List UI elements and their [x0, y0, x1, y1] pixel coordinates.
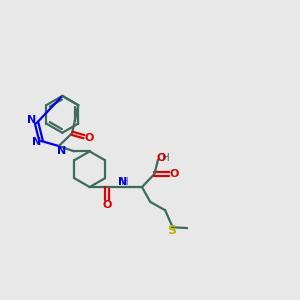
Text: N: N: [56, 146, 66, 156]
Text: N: N: [32, 137, 41, 147]
Text: H: H: [122, 177, 129, 187]
Text: N: N: [27, 115, 37, 125]
Text: S: S: [167, 224, 176, 237]
Text: O: O: [85, 133, 94, 143]
Text: O: O: [102, 200, 112, 211]
Text: N: N: [118, 177, 127, 187]
Text: O: O: [170, 169, 179, 179]
Text: O: O: [156, 153, 165, 163]
Text: H: H: [162, 153, 169, 163]
